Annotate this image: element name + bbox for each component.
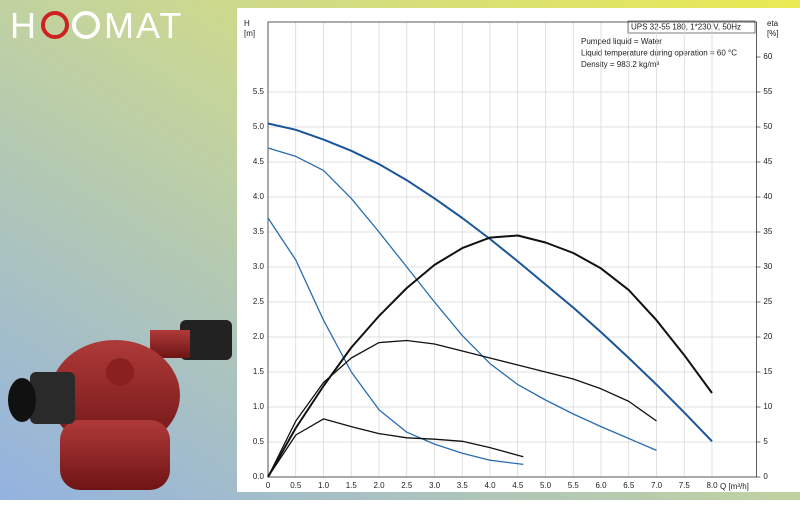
y2-tick-label: 60 — [763, 52, 772, 61]
chart-panel — [237, 8, 800, 492]
series-line — [267, 418, 524, 478]
info-box — [627, 20, 756, 34]
x-tick-label: 5.5 — [568, 481, 580, 490]
y-axis-label: H — [244, 19, 250, 28]
logo-icon — [72, 11, 100, 39]
x-tick-label: 5.0 — [540, 481, 552, 490]
logo: H MAT — [10, 5, 183, 46]
y-tick-label: 4.0 — [253, 192, 265, 201]
y-tick-label: 5.5 — [253, 87, 265, 96]
x-tick-label: 6.5 — [623, 481, 635, 490]
chart: H [m] eta [%] Q [m³/h] UPS 32-55 180, 1*… — [244, 19, 779, 491]
info-note: Pumped liquid = Water — [581, 37, 662, 46]
y-tick-label: 3.5 — [253, 227, 265, 236]
series-line — [267, 217, 524, 466]
y-tick-label: 1.5 — [253, 367, 265, 376]
y-tick-label: 5.0 — [253, 122, 265, 131]
x-tick-label: 2.5 — [401, 481, 413, 490]
series-line — [267, 234, 713, 478]
pump-image — [8, 320, 232, 490]
y-tick-label: 1.0 — [253, 402, 265, 411]
x-tick-label: 4.5 — [512, 481, 524, 490]
y2-axis-label: eta — [767, 19, 779, 28]
y2-tick-label: 30 — [763, 262, 772, 271]
x-tick-label: 0.5 — [290, 481, 302, 490]
y-tick-label: 4.5 — [253, 157, 265, 166]
y2-tick-label: 50 — [763, 122, 772, 131]
x-tick-label: 2.0 — [373, 481, 385, 490]
series-line — [267, 122, 713, 442]
x-tick-label: 7.5 — [679, 481, 691, 490]
y2-tick-label: 20 — [763, 332, 772, 341]
y2-tick-label: 5 — [763, 437, 768, 446]
x-tick-label: 7.0 — [651, 481, 663, 490]
y2-tick-label: 45 — [763, 157, 772, 166]
y2-tick-label: 0 — [763, 472, 768, 481]
y2-tick-label: 55 — [763, 87, 772, 96]
x-tick-label: 1.5 — [346, 481, 358, 490]
x-tick-label: 0 — [266, 481, 271, 490]
chart-title: UPS 32-55 180, 1*230 V, 50Hz — [631, 23, 741, 32]
series-line — [267, 147, 657, 451]
y2-tick-label: 10 — [763, 402, 772, 411]
x-tick-label: 8.0 — [706, 481, 718, 490]
x-tick-label: 3.0 — [429, 481, 441, 490]
y-tick-label: 2.0 — [253, 332, 265, 341]
logo-right: MAT — [104, 5, 183, 46]
y2-tick-label: 15 — [763, 367, 772, 376]
x-tick-label: 6.0 — [595, 481, 607, 490]
y-tick-label: 0.0 — [253, 472, 265, 481]
logo-icon — [41, 11, 69, 39]
x-axis-label: Q [m³/h] — [720, 482, 749, 491]
logo-left: H — [10, 5, 36, 46]
info-note: Density = 983.2 kg/m³ — [581, 60, 659, 69]
y2-tick-label: 35 — [763, 227, 772, 236]
series-line — [267, 339, 657, 478]
x-tick-label: 4.0 — [484, 481, 496, 490]
x-tick-label: 1.0 — [318, 481, 330, 490]
x-tick-label: 3.5 — [457, 481, 469, 490]
y-tick-label: 0.5 — [253, 437, 265, 446]
y-tick-label: 3.0 — [253, 262, 265, 271]
y-axis-unit: [m] — [244, 29, 255, 38]
y2-tick-label: 25 — [763, 297, 772, 306]
plot-frame — [267, 21, 757, 478]
info-note: Liquid temperature during operation = 60… — [581, 49, 737, 58]
y2-axis-unit: [%] — [767, 29, 779, 38]
y2-tick-label: 40 — [763, 192, 772, 201]
y-tick-label: 2.5 — [253, 297, 265, 306]
